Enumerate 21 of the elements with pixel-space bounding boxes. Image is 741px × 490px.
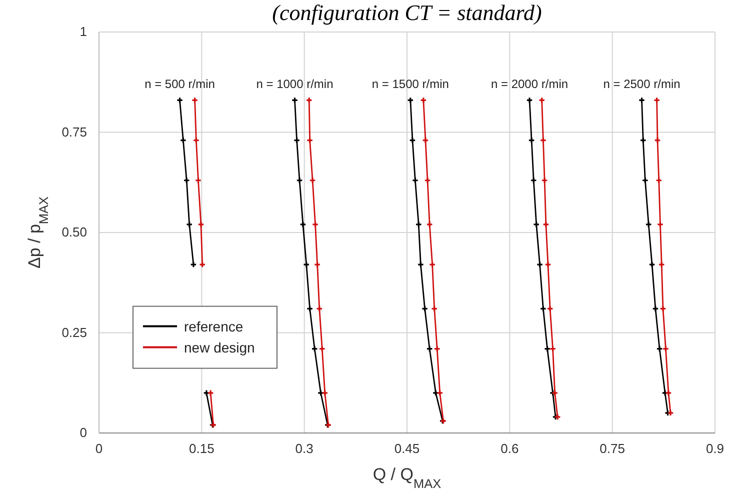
annotation: n = 1500 r/min	[372, 77, 449, 92]
y-tick-label: 0	[80, 425, 87, 440]
annotation: n = 1000 r/min	[256, 77, 334, 92]
chart-title: (configuration CT = standard)	[272, 0, 542, 25]
annotation: n = 2500 r/min	[603, 77, 680, 92]
legend-label: reference	[184, 318, 244, 334]
annotation: n = 500 r/min	[144, 77, 215, 92]
y-tick-label: 0.75	[62, 124, 87, 140]
x-tick-label: 0.15	[189, 441, 214, 456]
x-tick-label: 0	[95, 441, 103, 456]
y-tick-label: 0.25	[62, 324, 87, 340]
annotation: n = 2000 r/min	[490, 77, 568, 92]
x-tick-label: 0.45	[394, 441, 420, 456]
y-tick-label: 0.50	[62, 224, 87, 240]
x-tick-label: 0.3	[295, 441, 314, 456]
x-axis-title: Q / Q$_{MAX}$	[372, 465, 442, 490]
y-tick-label: 1	[80, 24, 87, 39]
x-tick-label: 0.9	[706, 441, 724, 456]
legend-label: new design	[184, 339, 255, 356]
x-tick-label: 0.75	[600, 441, 625, 456]
x-tick-label: 0.6	[500, 441, 519, 456]
